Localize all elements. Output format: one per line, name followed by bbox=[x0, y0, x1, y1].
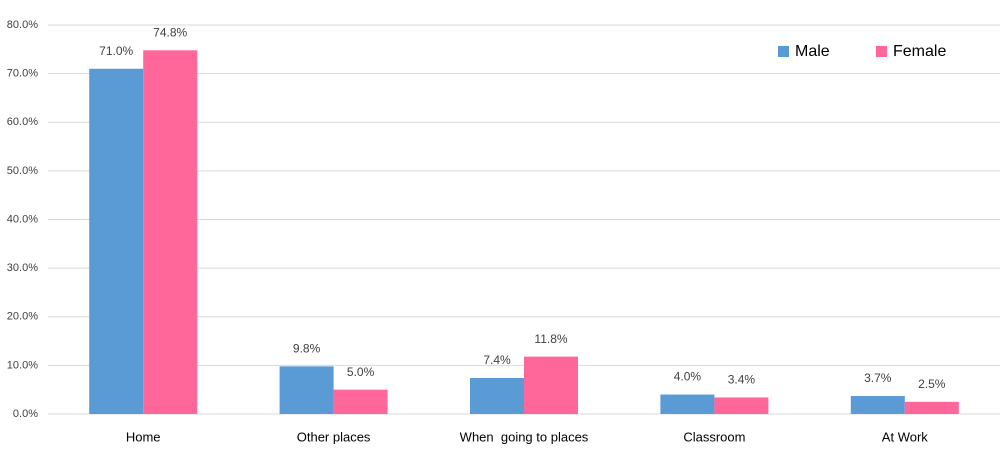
y-tick-label: 0.0% bbox=[13, 408, 38, 420]
value-label: 4.0% bbox=[674, 370, 702, 384]
bar bbox=[524, 356, 578, 414]
bar bbox=[850, 396, 905, 414]
legend-label: Female bbox=[893, 43, 946, 60]
legend-label: Male bbox=[795, 43, 830, 60]
y-tick-label: 30.0% bbox=[7, 262, 38, 274]
value-label: 74.8% bbox=[153, 25, 187, 39]
value-label: 9.8% bbox=[293, 342, 321, 356]
y-tick-label: 20.0% bbox=[7, 311, 38, 323]
bar bbox=[279, 366, 334, 414]
y-tick-label: 70.0% bbox=[7, 68, 38, 80]
value-label: 3.4% bbox=[728, 373, 756, 387]
y-tick-label: 60.0% bbox=[7, 116, 38, 128]
x-tick-label: At Work bbox=[882, 429, 928, 444]
y-tick-label: 50.0% bbox=[7, 165, 38, 177]
x-tick-label: Home bbox=[126, 429, 161, 444]
x-tick-label: Classroom bbox=[683, 429, 745, 444]
bar bbox=[143, 50, 198, 414]
bar bbox=[89, 68, 144, 414]
x-tick-label: Other places bbox=[297, 429, 371, 444]
bar bbox=[714, 397, 769, 414]
value-label: 7.4% bbox=[483, 353, 511, 367]
bar bbox=[904, 401, 959, 414]
y-tick-label: 40.0% bbox=[7, 213, 38, 225]
bar bbox=[660, 394, 715, 414]
value-label: 2.5% bbox=[918, 377, 946, 391]
y-tick-label: 80.0% bbox=[7, 19, 38, 31]
value-label: 71.0% bbox=[99, 44, 133, 58]
value-label: 3.7% bbox=[864, 371, 892, 385]
x-tick-label: When going to places bbox=[460, 429, 589, 444]
value-label: 11.8% bbox=[534, 332, 567, 346]
value-label: 5.0% bbox=[347, 365, 375, 379]
y-tick-label: 10.0% bbox=[7, 359, 38, 371]
legend-swatch bbox=[778, 46, 789, 57]
legend-swatch bbox=[876, 46, 887, 57]
bar bbox=[470, 378, 524, 414]
bar bbox=[333, 389, 388, 414]
